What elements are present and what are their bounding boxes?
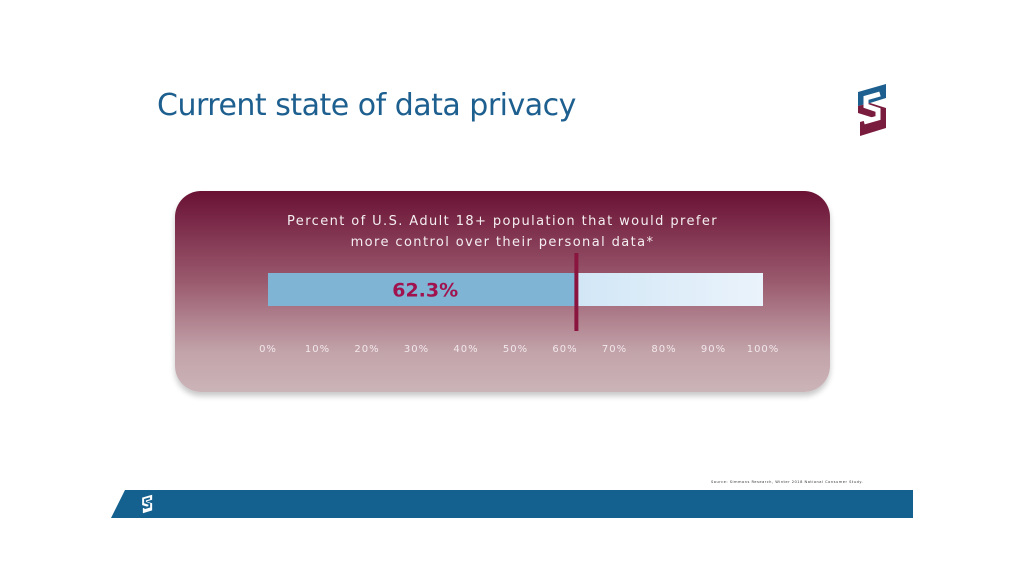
chart-panel: Percent of U.S. Adult 18+ population tha… [175, 191, 830, 392]
chart-title-line-1: Percent of U.S. Adult 18+ population tha… [287, 214, 718, 229]
tick-label-100: 100% [747, 344, 780, 355]
chart-svg: 62.3% 0% 10% 20% 30% 40% 50% 60% 70% 80% 90% 100% [259, 253, 780, 355]
tick-label-10: 10% [305, 344, 330, 355]
tick-label-80: 80% [651, 344, 676, 355]
footer-logo-icon [142, 494, 153, 514]
tick-label-50: 50% [503, 344, 528, 355]
value-marker [574, 253, 579, 331]
tick-label-60: 60% [552, 344, 577, 355]
chart-title-line-2: more control over their personal data* [350, 235, 655, 250]
tick-label-20: 20% [354, 344, 379, 355]
tick-label-90: 90% [701, 344, 726, 355]
slide-title: Current state of data privacy [157, 88, 576, 123]
tick-label-0: 0% [259, 344, 277, 355]
tick-label-40: 40% [453, 344, 478, 355]
brand-logo-icon [858, 84, 886, 136]
tick-label-30: 30% [404, 344, 429, 355]
value-label: 62.3% [392, 280, 458, 302]
source-note: Source: Simmons Research, Winter 2018 Na… [711, 480, 864, 484]
bar-value [268, 273, 577, 306]
tick-label-70: 70% [602, 344, 627, 355]
footer-band [111, 490, 913, 518]
